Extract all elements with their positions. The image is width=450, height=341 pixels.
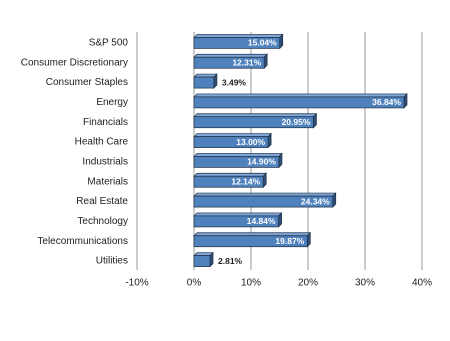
bar — [193, 195, 334, 208]
bar-side — [209, 251, 214, 268]
value-label: 3.49% — [222, 77, 247, 87]
bar — [193, 255, 211, 267]
bar — [193, 96, 405, 109]
value-label: 2.81% — [218, 256, 243, 266]
bar-side — [262, 172, 267, 189]
x-tick-label: 20% — [298, 278, 318, 289]
bar-side — [279, 33, 284, 50]
x-tick-label: -10% — [125, 278, 148, 289]
y-tick-label: Utilities — [96, 256, 128, 267]
bar-side — [403, 93, 408, 109]
y-tick-label: Health Care — [75, 137, 129, 148]
bar-side — [267, 132, 272, 149]
bar-side — [313, 112, 317, 129]
y-tick-label: Technology — [77, 216, 128, 227]
y-tick-label: Consumer Discretionary — [21, 57, 128, 68]
value-label: 19.87% — [275, 236, 304, 246]
bar-side — [278, 152, 283, 169]
y-tick-label: Materials — [87, 176, 128, 187]
bar-top — [193, 73, 218, 78]
bar — [193, 136, 269, 148]
value-label: 14.90% — [247, 157, 276, 167]
bar-side — [263, 53, 268, 70]
bar-side — [213, 73, 218, 89]
value-label: 13.00% — [236, 137, 265, 147]
y-tick-label: Industrials — [82, 157, 128, 168]
bar — [193, 235, 308, 248]
y-tick-label: S&P 500 — [89, 38, 129, 49]
x-tick-label: 0% — [187, 278, 202, 289]
value-label: 12.14% — [231, 177, 260, 187]
bar — [193, 37, 281, 49]
value-label: 15.04% — [248, 38, 277, 48]
y-tick-label: Financials — [83, 117, 128, 128]
bar — [193, 156, 280, 168]
bar — [193, 175, 264, 188]
bar-side — [306, 231, 311, 248]
y-tick-label: Telecommunications — [37, 236, 128, 247]
bar — [193, 215, 279, 228]
value-label: 24.34% — [301, 196, 330, 206]
value-label: 12.31% — [232, 58, 261, 68]
value-label: 14.84% — [247, 216, 276, 226]
bar-side — [332, 192, 337, 208]
x-tick-label: 10% — [241, 278, 261, 289]
value-label: 36.84% — [372, 97, 401, 107]
bar — [193, 56, 265, 69]
y-tick-label: Real Estate — [76, 196, 128, 207]
value-label: 20.95% — [282, 117, 311, 127]
bar — [193, 76, 215, 89]
bar-side — [278, 212, 282, 228]
bar — [193, 116, 314, 129]
y-tick-label: Energy — [96, 97, 128, 108]
x-tick-label: 30% — [355, 278, 375, 289]
y-tick-label: Consumer Staples — [46, 77, 128, 88]
x-tick-label: 40% — [412, 278, 432, 289]
